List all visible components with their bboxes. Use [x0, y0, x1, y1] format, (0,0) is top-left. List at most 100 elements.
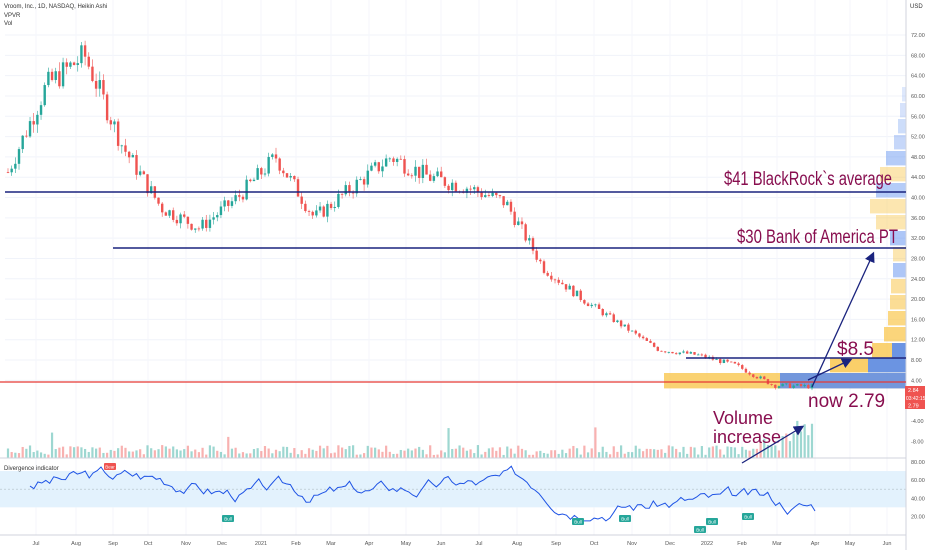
candle-body: [605, 313, 608, 316]
volume-bar: [205, 454, 208, 458]
volume-bar: [414, 448, 417, 458]
candle-body: [329, 203, 333, 208]
candle-body: [730, 361, 733, 363]
volume-bar: [487, 448, 491, 458]
candle-body: [484, 195, 487, 198]
candle-body: [763, 376, 766, 380]
candle-body: [663, 351, 667, 353]
volume-bar: [61, 446, 65, 458]
time-tick-label: Sep: [108, 541, 118, 547]
volume-bar: [186, 445, 189, 458]
volume-bar: [274, 449, 278, 458]
volume-bar: [770, 446, 773, 458]
candle-body: [307, 211, 311, 212]
volume-bar: [355, 454, 358, 458]
candles: [6, 40, 814, 391]
price-tick-label: -4.00: [911, 419, 924, 425]
candle-body: [645, 338, 648, 341]
candle-body: [318, 206, 322, 211]
volume-profile-bar: [902, 87, 906, 102]
indicator-vpvr-label[interactable]: VPVR: [4, 13, 21, 19]
candle-body: [241, 196, 245, 200]
volume-bar: [799, 431, 803, 458]
volume-bar: [399, 449, 402, 458]
candle-body: [219, 206, 223, 216]
candle-body: [491, 192, 494, 196]
volume-bar: [396, 453, 399, 458]
time-tick-label: Jun: [883, 541, 892, 547]
candle-body: [755, 376, 759, 379]
price-tick-label: 32.00: [911, 236, 925, 242]
candle-body: [414, 166, 417, 176]
candle-body: [561, 282, 564, 285]
candle-body: [634, 330, 637, 334]
time-tick-label: Sep: [551, 541, 561, 547]
candle-body: [495, 192, 498, 196]
volume-bar: [803, 424, 806, 458]
volume-bar: [43, 453, 46, 458]
candle-body: [440, 171, 443, 178]
volume-bar: [675, 448, 678, 458]
candle-body: [370, 165, 373, 171]
candle-body: [304, 203, 307, 212]
price-tick-label: 44.00: [911, 175, 925, 181]
candle-body: [212, 217, 215, 220]
candle-body: [116, 121, 120, 146]
candle-body: [168, 210, 171, 216]
volume-bar: [546, 453, 549, 458]
volume-bar: [28, 445, 32, 458]
volume-bar: [678, 452, 681, 458]
volume-bar: [385, 445, 388, 458]
volume-bar: [6, 448, 10, 458]
candle-body: [443, 177, 447, 186]
candle-body: [660, 350, 663, 352]
candle-body: [777, 386, 781, 388]
candle-body: [421, 164, 425, 178]
volume-bar: [65, 454, 68, 458]
price-tick-label: 4.00: [911, 378, 922, 384]
candle-body: [43, 85, 46, 106]
volume-bar: [810, 423, 814, 458]
volume-bar: [219, 451, 223, 458]
divergence-badge-label: Bull: [621, 517, 629, 522]
candle-body: [388, 158, 392, 160]
volume-bar: [429, 445, 432, 458]
volume-bar: [586, 452, 590, 458]
time-tick-label: Apr: [365, 541, 374, 547]
candle-body: [340, 193, 344, 195]
candle-body: [417, 166, 421, 178]
price-tag: 2.84 03:42:15 2.79: [905, 386, 926, 410]
divergence-indicator-title[interactable]: Divergence indicator: [4, 466, 59, 472]
candle-body: [601, 308, 604, 316]
volume-bar: [304, 453, 307, 458]
volume-bar: [484, 451, 487, 458]
candle-body: [524, 224, 527, 241]
indicator-vol-label[interactable]: Vol: [4, 21, 13, 27]
divergence-badge: [706, 518, 718, 525]
candle-body: [337, 193, 340, 207]
volume-bar: [95, 448, 98, 458]
time-tick-label: Mar: [772, 541, 782, 547]
volume-bar: [763, 438, 766, 458]
volume-bar: [168, 448, 171, 458]
candle-body: [473, 187, 476, 190]
candle-body: [803, 384, 806, 387]
volume-bar: [117, 448, 120, 458]
candle-body: [741, 365, 744, 369]
volume-bar: [601, 446, 604, 458]
volume-bar: [432, 454, 435, 458]
volume-bar: [520, 448, 524, 458]
target-annotation: $8.5: [837, 339, 874, 360]
volume-bar: [153, 450, 156, 458]
divergence-badge-label: Bull: [224, 517, 232, 522]
volume-bar: [234, 447, 237, 458]
volume-bar: [293, 448, 296, 458]
candle-body: [131, 155, 135, 158]
volume-bar: [542, 453, 546, 458]
volume-bar: [730, 446, 733, 458]
candle-body: [267, 156, 270, 174]
candle-body: [568, 285, 571, 290]
volume-bar: [660, 449, 663, 458]
candle-body: [260, 168, 263, 175]
